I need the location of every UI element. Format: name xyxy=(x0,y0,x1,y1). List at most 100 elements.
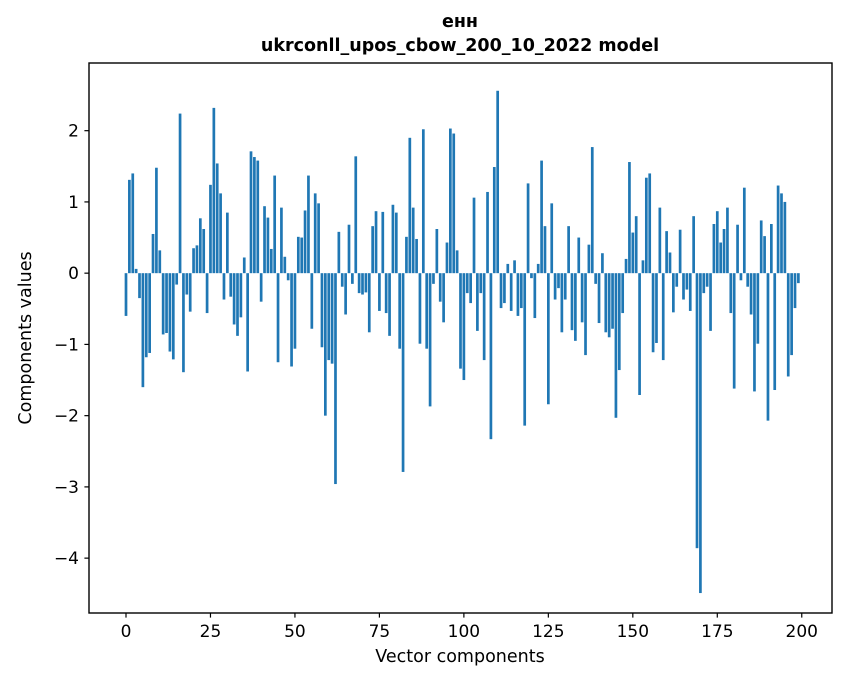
bar xyxy=(286,273,290,281)
bar xyxy=(455,250,459,274)
bar xyxy=(462,273,466,381)
bar xyxy=(182,273,185,373)
bar xyxy=(381,211,385,274)
bar xyxy=(357,273,361,294)
bar xyxy=(449,128,452,274)
x-tick-label: 0 xyxy=(121,622,132,642)
bar xyxy=(530,273,533,279)
bar xyxy=(195,245,199,274)
bar xyxy=(702,273,706,294)
bar xyxy=(212,107,216,274)
bar xyxy=(519,273,523,309)
bar xyxy=(141,273,145,388)
bar xyxy=(547,273,550,405)
bar xyxy=(327,273,331,361)
bar xyxy=(236,273,239,336)
bar xyxy=(648,173,652,274)
bar xyxy=(364,273,368,293)
bar xyxy=(276,273,280,363)
bar xyxy=(445,242,449,274)
bar xyxy=(699,273,702,594)
bar xyxy=(425,273,429,349)
bar xyxy=(209,184,212,274)
bar xyxy=(131,173,135,274)
bar xyxy=(259,273,263,302)
bar xyxy=(290,273,293,367)
bar xyxy=(273,175,277,274)
bar xyxy=(192,248,195,274)
bar xyxy=(617,273,621,371)
bar xyxy=(459,273,462,369)
bar xyxy=(536,263,540,274)
bar xyxy=(442,273,445,323)
x-tick-label: 200 xyxy=(786,622,818,642)
bar xyxy=(628,162,631,274)
bar xyxy=(590,147,594,274)
bar xyxy=(300,237,304,274)
bar xyxy=(280,207,283,274)
bar xyxy=(503,273,506,304)
bar xyxy=(175,273,179,285)
bar xyxy=(226,212,229,274)
bar xyxy=(624,258,628,274)
bar xyxy=(607,273,611,338)
bar xyxy=(604,273,608,333)
bar xyxy=(574,273,577,341)
bar xyxy=(249,151,253,274)
y-axis-ticks: 2 1 0 −1 −2 −3 −4 xyxy=(54,122,89,569)
bar xyxy=(780,193,783,274)
bar xyxy=(783,201,787,274)
bar xyxy=(421,129,425,274)
bar xyxy=(601,253,604,274)
bar xyxy=(742,187,746,274)
bar xyxy=(482,273,486,361)
chart-title-line1: енн xyxy=(442,12,478,32)
y-tick-label: −2 xyxy=(54,407,79,427)
bar xyxy=(307,175,310,274)
bar xyxy=(560,273,564,333)
bar xyxy=(540,160,543,274)
bar xyxy=(665,231,668,274)
bar xyxy=(790,273,793,356)
bar xyxy=(296,236,300,274)
bar xyxy=(313,193,317,274)
bar xyxy=(506,263,510,274)
bar xyxy=(709,273,712,331)
bar xyxy=(675,273,679,287)
bar xyxy=(185,273,189,295)
x-tick-label: 25 xyxy=(200,622,222,642)
bar xyxy=(337,231,341,274)
bar xyxy=(178,113,182,274)
bar xyxy=(479,273,483,294)
x-tick-label: 175 xyxy=(701,622,733,642)
bar xyxy=(705,273,709,287)
x-axis-ticks: 0 25 50 75 100 125 150 175 200 xyxy=(121,613,818,642)
bar xyxy=(151,233,155,274)
bar xyxy=(776,185,780,274)
bar xyxy=(293,273,297,349)
bar xyxy=(138,273,141,299)
bar xyxy=(222,273,226,300)
bar xyxy=(432,273,435,284)
bar xyxy=(347,224,351,274)
bar xyxy=(655,273,658,343)
bar xyxy=(171,273,175,360)
bar xyxy=(658,207,662,274)
bar xyxy=(685,273,689,290)
bars-group xyxy=(124,90,800,594)
bar xyxy=(266,217,270,274)
bar xyxy=(509,273,513,311)
bar xyxy=(786,273,790,377)
bar xyxy=(553,273,557,300)
bar xyxy=(465,273,469,294)
bar xyxy=(148,273,151,353)
x-axis-label: Vector components xyxy=(375,647,544,667)
bar xyxy=(766,273,770,421)
bar xyxy=(712,224,716,274)
bar xyxy=(732,273,736,389)
bar xyxy=(415,238,418,274)
bar xyxy=(759,220,763,274)
bar xyxy=(489,273,493,440)
bar xyxy=(344,273,347,315)
